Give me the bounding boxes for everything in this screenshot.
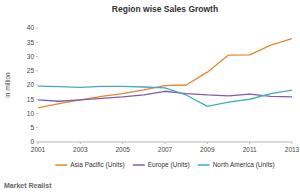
x-tick-label: 2013 [285, 146, 300, 153]
y-tick [36, 99, 38, 100]
y-tick-label: 5 [30, 124, 34, 131]
y-tick [36, 70, 38, 71]
y-tick-label: 30 [27, 53, 35, 60]
x-tick-label: 2003 [73, 146, 88, 153]
y-tick [36, 113, 38, 114]
title: Region wise Sales Growth [112, 4, 218, 14]
legend-label: North America (Units) [213, 161, 275, 169]
y-tick-label: 15 [27, 96, 35, 103]
x-tick [80, 142, 81, 144]
legend: Asia Pacific (Units) Europe (Units) North … [55, 161, 275, 169]
legend-label: Europe (Units) [148, 161, 190, 169]
y-tick [36, 127, 38, 128]
plot-area [38, 39, 292, 108]
x-tick [165, 142, 166, 144]
y-tick [36, 56, 38, 57]
x-tick-label: 2007 [158, 146, 173, 153]
y-tick-label: 25 [27, 67, 35, 74]
legend-swatch [198, 164, 210, 166]
y-tick-label: 0 [30, 138, 34, 145]
x-tick [292, 142, 293, 144]
y-tick-label: 20 [27, 81, 35, 88]
x-tick [207, 142, 208, 144]
y-axis-label: in million [4, 72, 11, 98]
y-tick-label: 10 [27, 110, 35, 117]
legend-swatch [55, 164, 67, 166]
y-tick-label: 40 [27, 24, 35, 31]
x-tick-label: 2001 [31, 146, 46, 153]
source-logo: Market Realist [4, 182, 52, 189]
y-tick [36, 42, 38, 43]
x-tick [122, 142, 123, 144]
y-tick [36, 28, 38, 29]
chart: Region wise Sales Growth in million 0 5 10 15… [0, 0, 300, 194]
x-tick [249, 142, 250, 144]
series-line [38, 91, 292, 101]
x-tick-label: 2009 [200, 146, 215, 153]
y-tick [36, 85, 38, 86]
series-line [38, 39, 292, 108]
legend-label: Asia Pacific (Units) [70, 161, 125, 169]
x-tick [38, 142, 39, 144]
y-tick-label: 35 [27, 39, 35, 46]
legend-swatch [133, 164, 145, 166]
series-line [38, 86, 292, 106]
x-tick-label: 2011 [243, 146, 257, 153]
x-tick-label: 2005 [115, 146, 130, 153]
